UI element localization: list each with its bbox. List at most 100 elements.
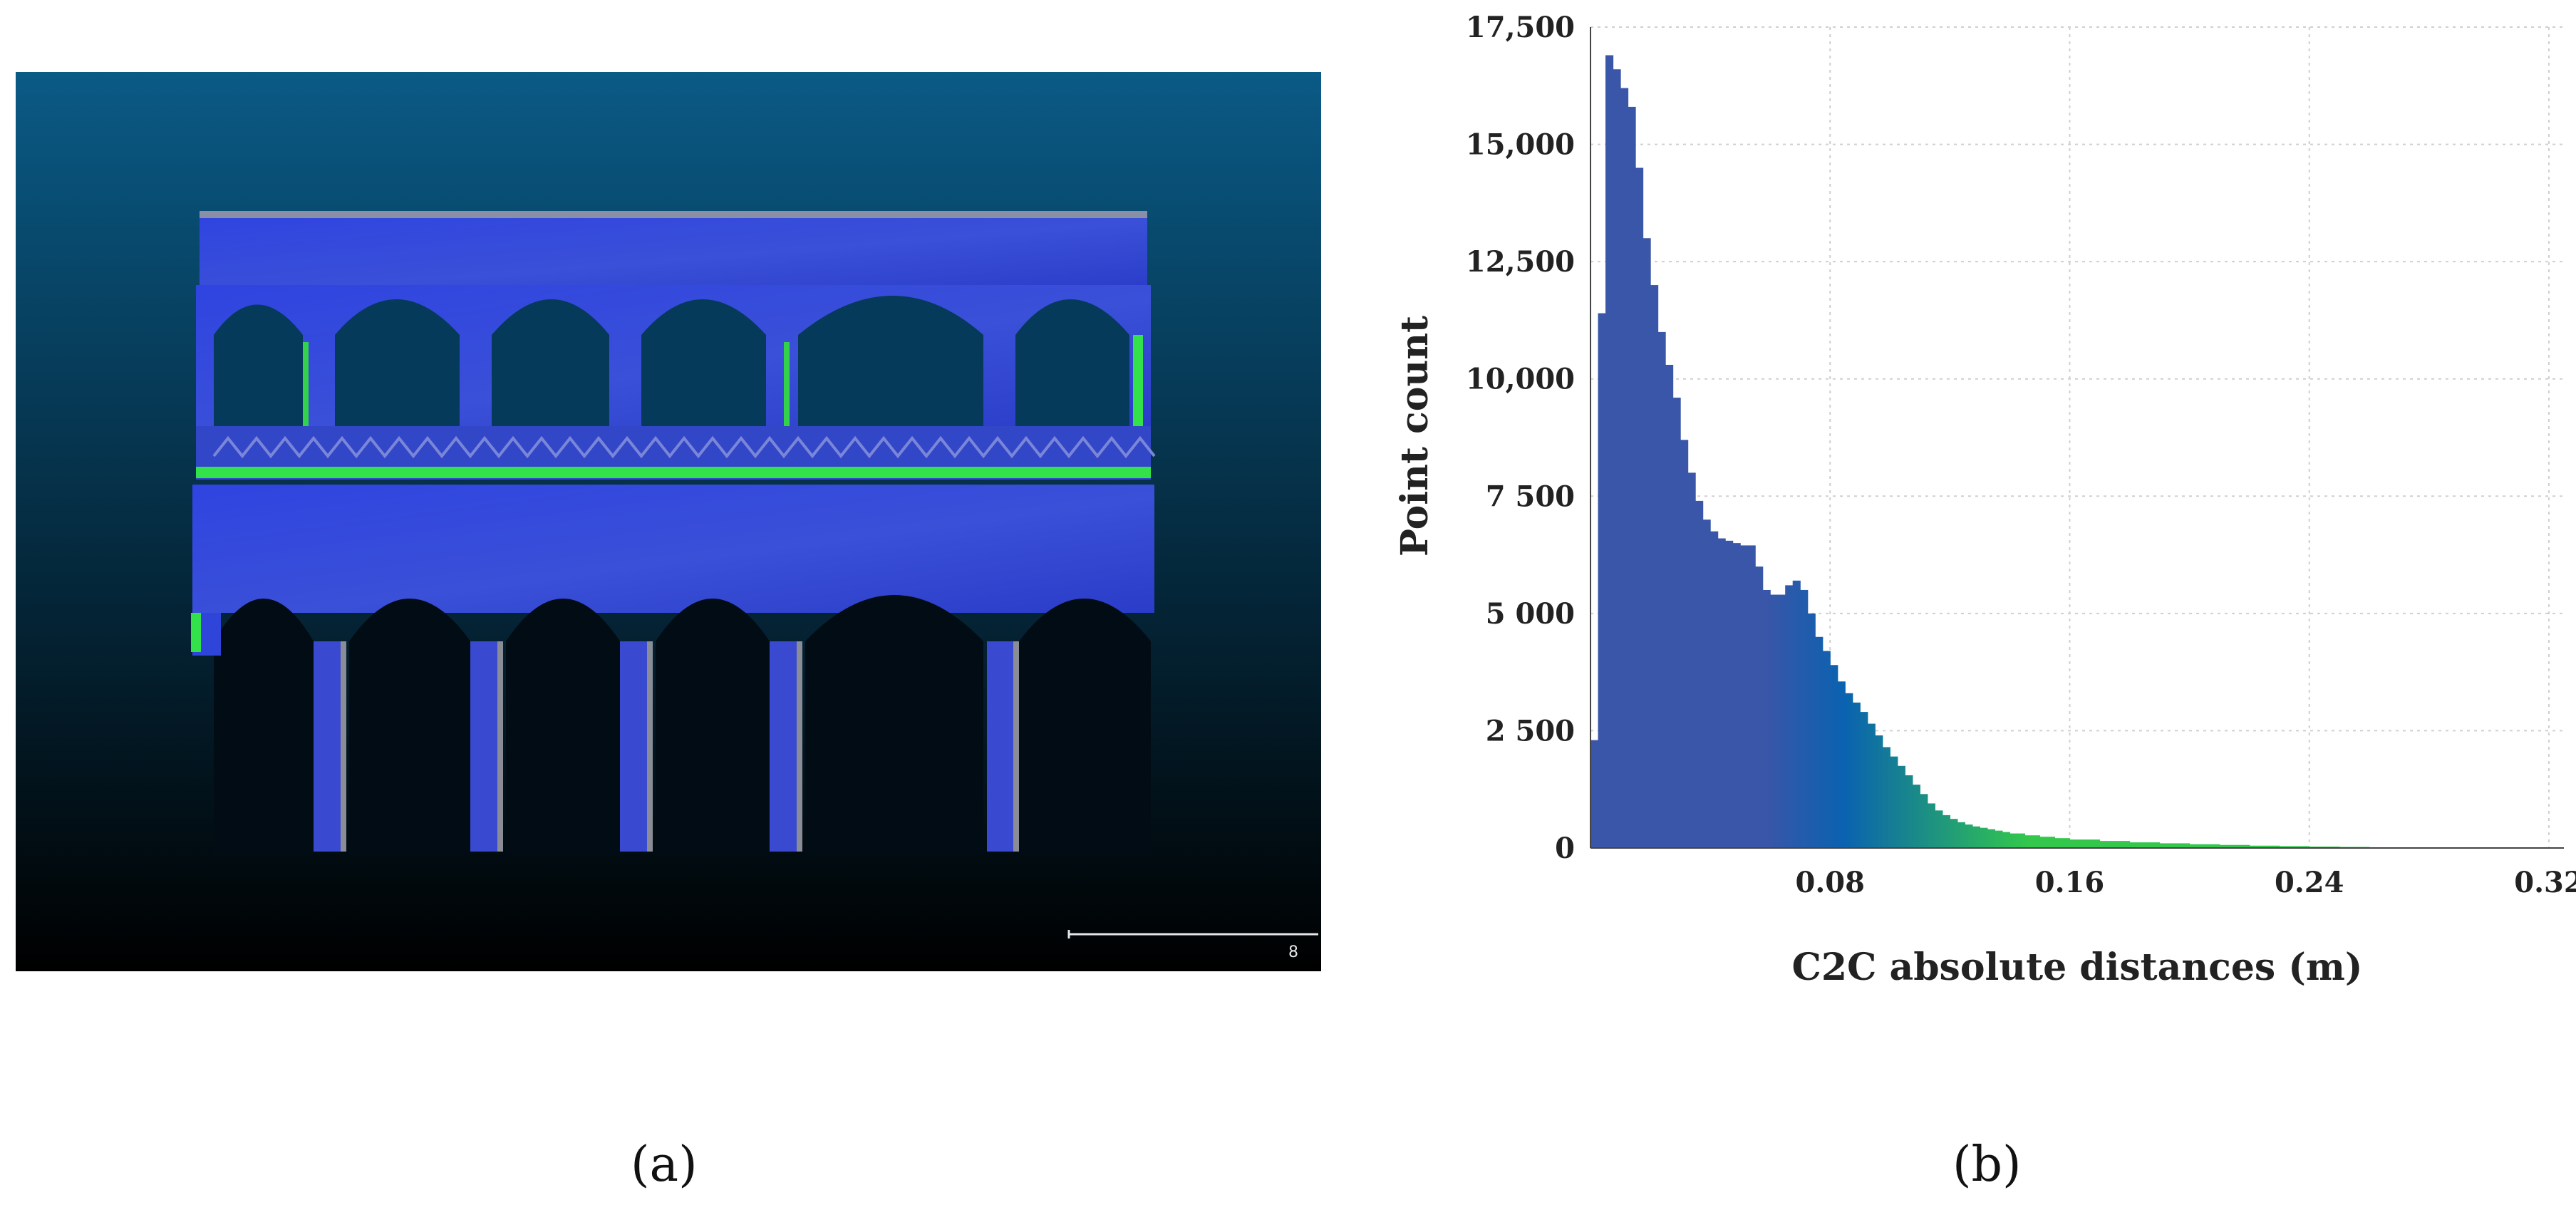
- histogram-bar: [2039, 837, 2056, 848]
- histogram-bar: [1875, 735, 1883, 848]
- histogram-bar: [1815, 636, 1824, 848]
- histogram-bar: [1785, 585, 1794, 848]
- histogram-bar: [1800, 589, 1809, 848]
- x-tick-label: 0.32: [2514, 866, 2576, 899]
- y-tick-label: 17,500: [1466, 11, 1575, 44]
- histogram-bar: [1890, 756, 1898, 848]
- y-tick-label: 10,000: [1466, 363, 1575, 396]
- histogram-bar: [1830, 665, 1838, 848]
- histogram-bar: [2219, 844, 2250, 848]
- green-edge: [191, 613, 201, 652]
- upper-cornice: [200, 214, 1147, 292]
- histogram-bar: [1957, 822, 1965, 848]
- histogram-bar: [1972, 826, 1980, 848]
- histogram-bar: [2002, 832, 2011, 848]
- histogram-bar: [2069, 839, 2101, 848]
- upper-cornice-edge: [200, 211, 1147, 218]
- histogram-bar: [1635, 167, 1644, 848]
- histogram-bar: [2189, 844, 2220, 848]
- histogram-bar: [2159, 843, 2190, 848]
- histogram-bar: [1710, 531, 1719, 848]
- y-tick-label: 12,500: [1466, 245, 1575, 279]
- column-grey-edges: [341, 641, 1019, 852]
- histogram-bar: [1680, 440, 1689, 848]
- histogram-bar: [1852, 702, 1861, 848]
- green-edge: [784, 342, 790, 428]
- caption-a: (a): [631, 1137, 698, 1193]
- histogram-bar: [1845, 693, 1853, 848]
- histogram-bar: [1695, 500, 1704, 848]
- histogram-bar: [2099, 841, 2131, 848]
- histogram-bar: [1725, 540, 1734, 848]
- histogram-bar: [1687, 472, 1696, 848]
- histogram-bar: [1755, 567, 1764, 848]
- histogram-bar: [1665, 364, 1674, 849]
- histogram-bar: [1605, 55, 1614, 848]
- histogram-bar: [1702, 519, 1711, 848]
- histogram-bar: [1987, 829, 1996, 848]
- histogram-bar: [2009, 833, 2026, 848]
- histogram-bar: [2279, 846, 2310, 848]
- balustrade-pattern: [212, 435, 1156, 459]
- x-tick-label: 0.24: [2275, 866, 2344, 899]
- scale-bar-label: 8: [1288, 943, 1298, 961]
- caption-b: (b): [1952, 1137, 2022, 1193]
- histogram-bar: [1995, 830, 2003, 848]
- histogram-bar: [1942, 814, 1950, 848]
- y-tick-label: 2 500: [1486, 714, 1575, 748]
- y-axis-label: Point count: [1393, 316, 1437, 557]
- histogram-bar: [1777, 594, 1786, 848]
- histogram-bar: [1613, 69, 1621, 848]
- histogram-bar: [1965, 824, 1973, 848]
- green-edge: [303, 342, 309, 428]
- histogram-bar: [1927, 803, 1935, 848]
- histogram-bar: [1822, 651, 1831, 848]
- histogram-bar: [1762, 589, 1771, 848]
- histogram-bars: [1590, 55, 2520, 849]
- x-tick-label: 0.08: [1796, 866, 1865, 899]
- y-tick-label: 7 500: [1486, 480, 1575, 513]
- y-tick-label: 15,000: [1466, 128, 1575, 162]
- histogram-bar: [1950, 819, 1958, 848]
- panel-a: 8: [16, 72, 1321, 971]
- histogram-bar: [2054, 838, 2071, 848]
- balustrade-green-line: [196, 467, 1151, 478]
- histogram-bar: [1912, 785, 1920, 848]
- histogram-bar: [2129, 842, 2161, 848]
- histogram-bar: [1717, 538, 1726, 848]
- histogram-bar: [1740, 545, 1749, 848]
- histogram-bar: [1837, 681, 1846, 848]
- x-tick-labels: 0.08 0.16 0.24 0.32: [1796, 866, 2576, 899]
- histogram-bar: [2249, 845, 2280, 848]
- histogram-bar: [1620, 88, 1629, 848]
- histogram-bar: [1897, 765, 1905, 848]
- histogram-bar: [1672, 398, 1681, 848]
- histogram-bar: [1867, 723, 1876, 848]
- histogram-bar: [1657, 331, 1666, 848]
- histogram-bar: [1860, 712, 1868, 848]
- histogram-bar: [1792, 580, 1801, 848]
- histogram-bar: [1920, 794, 1928, 848]
- panel-b-histogram: 0 2 500 5 000 7 500 10,000 12,500 15,000 17,500…: [1393, 11, 2576, 989]
- lower-arches: [214, 595, 1151, 855]
- x-tick-label: 0.16: [2035, 866, 2104, 899]
- histogram-bar: [1643, 238, 1651, 848]
- histogram-bar: [1732, 543, 1741, 848]
- histogram-bar: [1882, 747, 1890, 848]
- point-cloud-facade: [191, 211, 1156, 855]
- histogram-bar: [1935, 810, 1943, 848]
- histogram-bar: [1747, 545, 1756, 848]
- histogram-bar: [1980, 827, 1988, 848]
- histogram-bar: [1807, 613, 1816, 848]
- histogram-bar: [1650, 285, 1659, 848]
- histogram-bar: [1770, 594, 1779, 848]
- lower-band: [192, 485, 1154, 613]
- histogram-bar: [1905, 775, 1913, 848]
- histogram-bar: [1598, 313, 1606, 848]
- histogram-bar: [1628, 106, 1636, 848]
- y-tick-label: 5 000: [1486, 597, 1575, 631]
- upper-arches: [214, 296, 1129, 428]
- y-tick-label: 0: [1555, 832, 1575, 865]
- x-axis-label: C2C absolute distances (m): [1791, 946, 2362, 989]
